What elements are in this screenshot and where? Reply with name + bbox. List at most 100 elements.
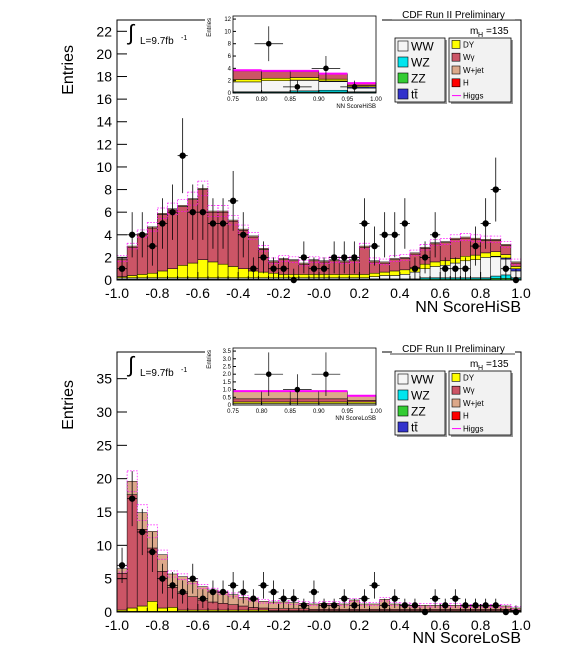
data-point-30 (422, 254, 428, 260)
data-point-16 (280, 595, 286, 601)
data-point-2 (139, 232, 145, 238)
data-point-15 (270, 265, 276, 271)
inset-y-tick-label: 10 (224, 29, 231, 35)
legend-swatch (398, 89, 408, 99)
data-point-20 (321, 602, 327, 608)
x-tick-label: 0.2 (350, 285, 370, 301)
y-tick-label: 30 (96, 404, 112, 420)
data-point-19 (311, 265, 317, 271)
y-tick-label: 25 (96, 437, 112, 453)
inset-bar-W-36 (262, 71, 291, 78)
y-tick-label: 16 (96, 91, 112, 107)
y-tick-label: 12 (96, 136, 112, 152)
x-tick-label: 0.2 (350, 617, 370, 633)
bar-W-37 (491, 240, 501, 251)
inset-y-tick-label: 3.0 (223, 357, 232, 363)
y-tick-label: 10 (96, 537, 112, 553)
legend-swatch (452, 386, 460, 394)
bar-W-11 (228, 605, 238, 610)
lumi-label: L=9.7fb (140, 368, 174, 379)
bar-DY-39 (511, 266, 521, 268)
data-point-34 (462, 265, 468, 271)
bar-DY-2 (137, 274, 147, 277)
chart-title: CDF Run II Preliminary (402, 344, 505, 355)
bar-DY-7 (188, 263, 198, 278)
legend-swatch (398, 406, 408, 416)
legend-swatch (398, 390, 408, 400)
y-axis-label: Entries (60, 45, 77, 95)
inset-data-point-2 (323, 66, 329, 72)
legend-swatch (398, 73, 408, 83)
bar-DY-24 (359, 274, 369, 277)
x-axis-label: NN ScoreHiSB (415, 299, 521, 316)
legend-swatch (398, 374, 408, 384)
bar-DY-27 (390, 271, 400, 276)
data-point-33 (452, 595, 458, 601)
inset-bar-WW-37 (290, 80, 319, 90)
bar-DY-26 (380, 272, 390, 275)
data-point-6 (179, 589, 185, 595)
inset-y-tick-label: 1.0 (223, 388, 232, 394)
data-point-31 (432, 595, 438, 601)
integral-symbol: ∫ (126, 20, 136, 45)
data-point-2 (139, 529, 145, 535)
legend-label: Higgs (463, 91, 483, 100)
legend-label: WZ (411, 55, 430, 69)
bar-DY-18 (299, 274, 309, 277)
y-tick-label: 5 (104, 571, 112, 587)
data-point-32 (442, 265, 448, 271)
bar-W-7 (188, 597, 198, 610)
data-point-14 (260, 582, 266, 588)
bar-DY-23 (349, 274, 359, 277)
legend-label: ZZ (411, 71, 426, 85)
inset-y-tick-label: 2.0 (223, 372, 232, 378)
inset-bar-W-37 (290, 399, 319, 402)
data-point-33 (452, 265, 458, 271)
x-tick-label: -0.4 (226, 617, 250, 633)
y-tick-label: 20 (96, 46, 112, 62)
bar-DY-21 (329, 274, 339, 277)
inset-bar-Wjet-35 (233, 391, 262, 399)
inset-bar-W-36 (262, 399, 291, 402)
data-point-37 (493, 602, 499, 608)
y-tick-label: 6 (104, 204, 112, 220)
data-point-5 (169, 582, 175, 588)
inset-x-tick-label: 0.75 (227, 409, 239, 415)
data-point-26 (381, 232, 387, 238)
data-point-15 (270, 589, 276, 595)
data-point-1 (129, 495, 135, 501)
data-point-37 (493, 186, 499, 192)
inset-bar-W-35 (233, 399, 262, 402)
bar-DY-4 (157, 271, 167, 278)
data-point-1 (129, 232, 135, 238)
y-tick-label: 20 (96, 471, 112, 487)
bar-DY-28 (400, 270, 410, 275)
legend-label: tt̄ (411, 87, 418, 101)
inset-bar-W-37 (290, 71, 319, 77)
legend-swatch (452, 79, 460, 87)
x-tick-label: -0.2 (267, 285, 291, 301)
bar-DY-2 (137, 606, 147, 611)
data-point-36 (482, 220, 488, 226)
bar-WW-37 (491, 257, 501, 276)
data-point-36 (482, 602, 488, 608)
legend-label: H (463, 412, 469, 421)
data-point-7 (190, 209, 196, 215)
legend-swatch (398, 57, 408, 67)
inset-y-tick-label: 3.5 (223, 349, 232, 355)
data-point-13 (250, 595, 256, 601)
inset-bar-WW-38 (319, 82, 348, 91)
inset-bar-W-35 (233, 71, 262, 80)
data-point-38 (503, 265, 509, 271)
inset-y-axis-label: Entries (207, 350, 213, 369)
chart-title: CDF Run II Preliminary (402, 10, 505, 21)
inset-bar-W-38 (319, 399, 348, 402)
data-point-29 (412, 602, 418, 608)
data-point-27 (392, 232, 398, 238)
data-point-24 (361, 220, 367, 226)
data-point-12 (240, 232, 246, 238)
